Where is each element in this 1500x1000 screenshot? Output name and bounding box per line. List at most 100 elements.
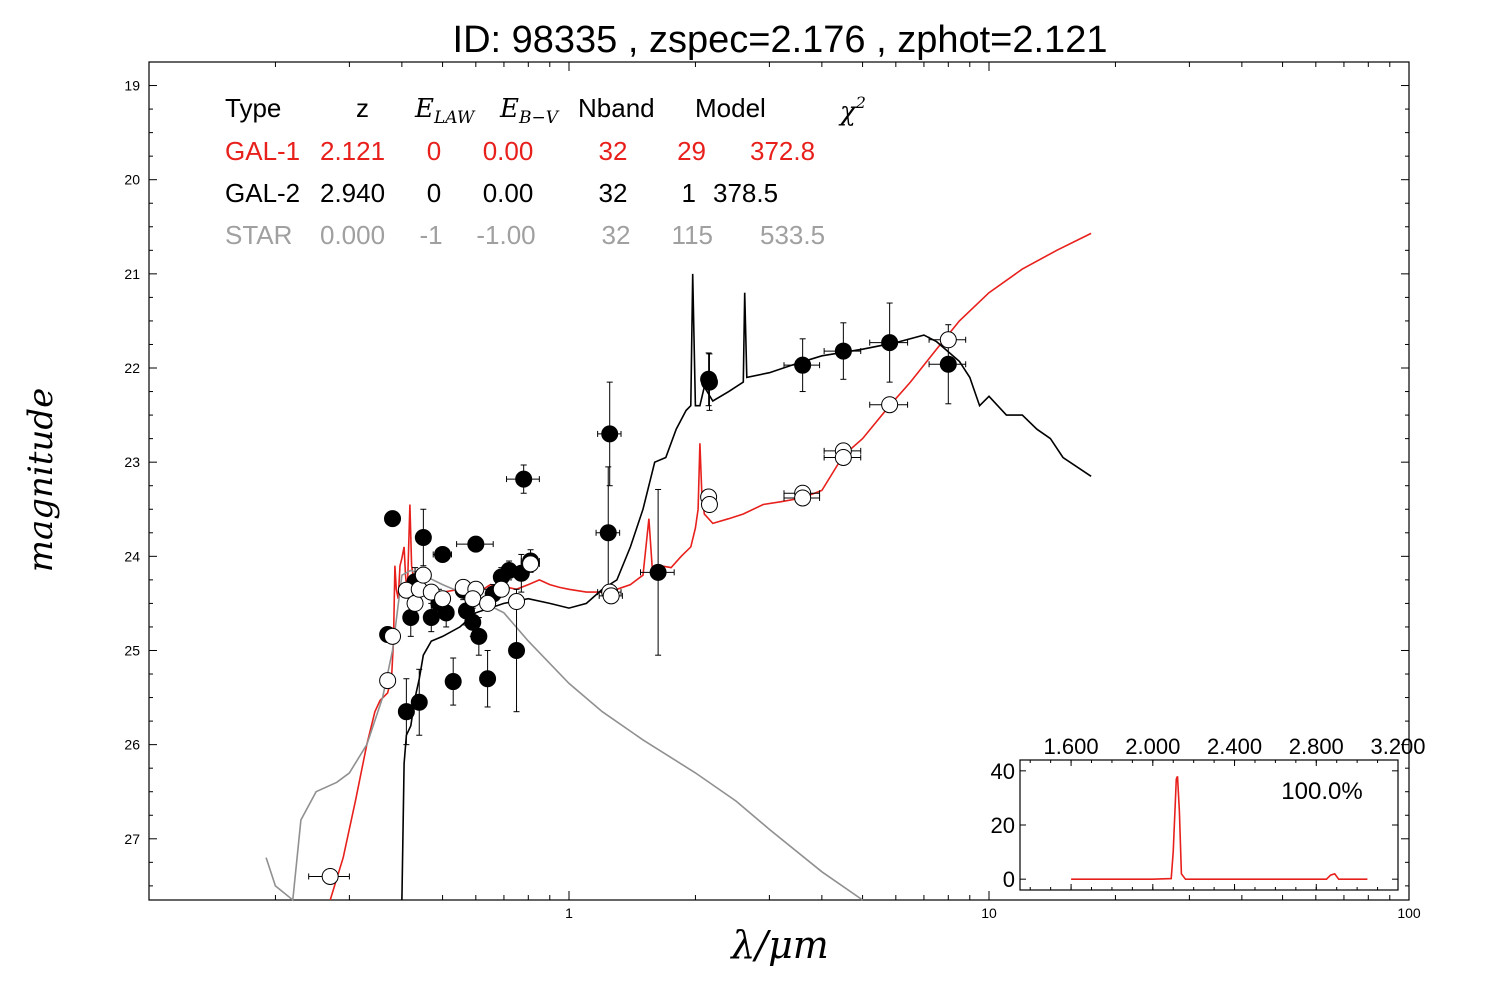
row-ebv: 0.00: [483, 136, 534, 166]
pdz-curve: [1071, 775, 1368, 880]
row-type: STAR: [225, 220, 292, 250]
template-line: [265, 569, 864, 902]
model-point: [406, 594, 424, 612]
row-elaw: -1: [419, 220, 442, 250]
x-tick-label: 1: [565, 905, 573, 921]
inset-y-tick-label: 0: [1003, 867, 1015, 892]
row-nband: 32: [602, 220, 631, 250]
model-point: [464, 590, 482, 608]
model-point: [479, 594, 497, 612]
observed-point: [601, 425, 619, 443]
observed-point: [444, 673, 462, 691]
inset-y-tick-label: 40: [991, 759, 1015, 784]
model-point: [414, 566, 432, 584]
observed-point: [599, 524, 617, 542]
row-chi2: 533.5: [760, 220, 825, 250]
observed-point: [437, 604, 455, 622]
model-point: [321, 867, 339, 885]
y-axis: 19 20 21 22 23 24 25 26 27: [124, 61, 1409, 887]
observed-point: [414, 528, 432, 546]
data-points: [321, 331, 957, 885]
observed-point: [508, 641, 526, 659]
observed-point: [515, 470, 533, 488]
x-tick-label: 100: [1397, 905, 1421, 921]
model-point: [881, 396, 899, 414]
pdz-inset: 1.600 2.000 2.400 2.800 3.200 0 20 40 100.0%: [991, 734, 1426, 892]
inset-y-tick-label: 20: [991, 813, 1015, 838]
fit-table: Type z ELAW EB−V Nband Model χ2 GAL-1 2.…: [225, 93, 866, 250]
row-ebv: 0.00: [483, 178, 534, 208]
row-nband: 32: [599, 136, 628, 166]
model-point: [939, 331, 957, 349]
y-tick-label: 20: [124, 172, 140, 188]
row-elaw: 0: [427, 178, 441, 208]
header-elaw: ELAW: [414, 94, 476, 128]
observed-point: [434, 545, 452, 563]
y-tick-label: 22: [124, 360, 140, 376]
y-tick-label: 23: [124, 454, 140, 470]
template-line: [401, 273, 1092, 901]
row-z: 0.000: [320, 220, 385, 250]
fit-row-gal1: GAL-1 2.121 0 0.00 32 29 372.8: [225, 136, 815, 166]
model-point: [700, 496, 718, 514]
inset-axes: 1.600 2.000 2.400 2.800 3.200 0 20 40: [991, 734, 1426, 892]
observed-point: [422, 609, 440, 627]
row-z: 2.940: [320, 178, 385, 208]
chart-title: ID: 98335 , zspec=2.176 , zphot=2.121: [453, 19, 1108, 61]
observed-point: [881, 334, 899, 352]
header-nband: Nband: [578, 93, 655, 123]
template-line: [329, 232, 1092, 901]
y-axis-label: magnitude: [21, 388, 61, 573]
row-z: 2.121: [320, 136, 385, 166]
fit-row-gal2: GAL-2 2.940 0 0.00 32 1 378.5: [225, 178, 778, 208]
row-type: GAL-1: [225, 136, 300, 166]
model-point: [379, 672, 397, 690]
y-tick-label: 25: [124, 642, 140, 658]
header-model: Model: [695, 93, 766, 123]
row-model: 29: [677, 136, 706, 166]
model-point: [384, 627, 402, 645]
observed-point: [397, 703, 415, 721]
y-tick-label: 21: [124, 266, 140, 282]
observed-point: [794, 356, 812, 374]
observed-point: [402, 609, 420, 627]
model-point: [602, 587, 620, 605]
x-axis-label: λ/μm: [729, 923, 829, 967]
y-tick-label: 27: [124, 831, 140, 847]
row-type: GAL-2: [225, 178, 300, 208]
row-chi2: 378.5: [713, 178, 778, 208]
row-model: 1: [682, 178, 696, 208]
observed-point: [464, 613, 482, 631]
inset-top-tick-label: 1.600: [1044, 734, 1099, 759]
row-model: 115: [672, 220, 713, 250]
x-axis: 1 10 100: [274, 62, 1421, 921]
model-point: [522, 555, 540, 573]
observed-point: [470, 627, 488, 645]
y-tick-label: 26: [124, 737, 140, 753]
observed-point: [479, 670, 497, 688]
model-point: [492, 580, 510, 598]
x-tick-label: 10: [981, 905, 997, 921]
observed-point: [467, 535, 485, 553]
inset-frame: [1019, 759, 1399, 891]
template-curves: [265, 232, 1092, 902]
inset-top-tick-label: 2.800: [1289, 734, 1344, 759]
y-tick-label: 24: [124, 548, 140, 564]
observed-point: [384, 510, 402, 528]
model-point: [434, 590, 452, 608]
observed-point: [834, 342, 852, 360]
header-ebv: EB−V: [499, 94, 560, 128]
header-type: Type: [225, 93, 281, 123]
observed-point: [410, 693, 428, 711]
header-chi2: χ2: [838, 93, 866, 127]
inset-top-tick-label: 2.000: [1125, 734, 1180, 759]
inset-top-tick-label: 2.400: [1207, 734, 1262, 759]
row-nband: 32: [599, 178, 628, 208]
observed-point: [649, 563, 667, 581]
inset-top-tick-label: 3.200: [1370, 734, 1425, 759]
row-ebv: -1.00: [476, 220, 535, 250]
plot-frame: [148, 61, 1410, 901]
model-point: [508, 593, 526, 611]
row-elaw: 0: [427, 136, 441, 166]
